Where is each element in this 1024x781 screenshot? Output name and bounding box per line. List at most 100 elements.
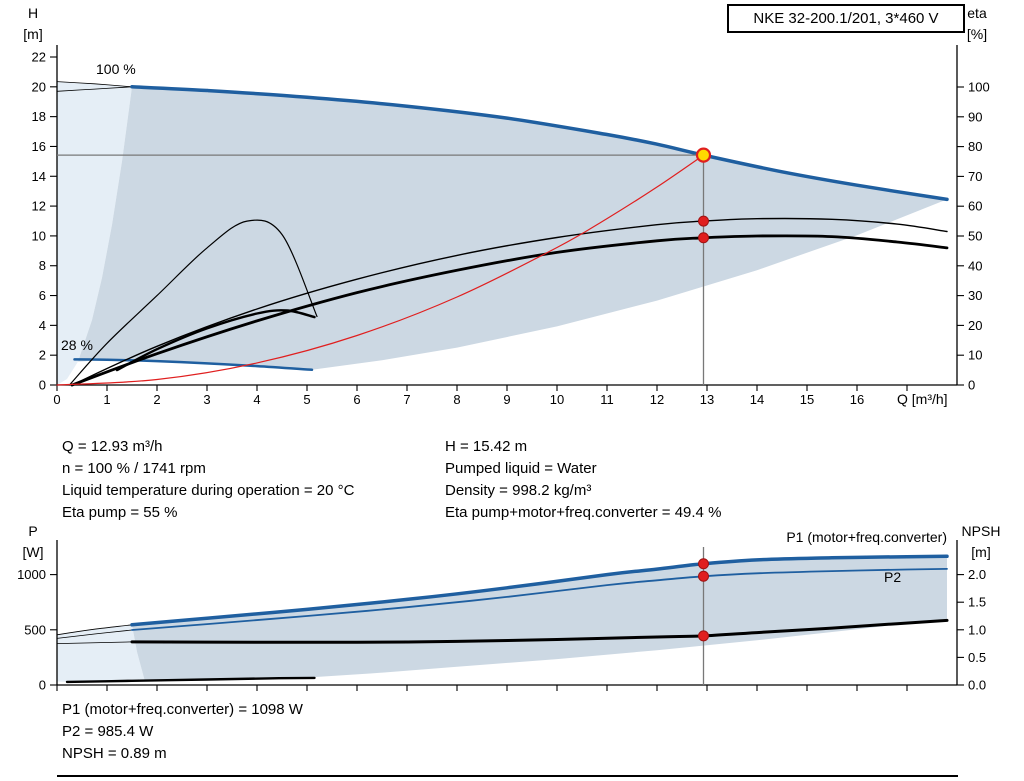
operating-point-dot <box>698 570 709 582</box>
y-right-tick-label: 30 <box>968 288 982 303</box>
y-left-axis-title: [W] <box>23 544 44 560</box>
p-min-speed-curve <box>65 676 316 684</box>
y-left-tick-label: 8 <box>39 258 46 273</box>
x-tick-label: 3 <box>203 392 210 407</box>
temperature-readout: Liquid temperature during operation = 20… <box>62 482 355 499</box>
p1-curve <box>130 554 949 627</box>
label-p2: P2 <box>884 569 901 585</box>
x-tick-label: 15 <box>800 392 814 407</box>
head-flow-chart: 0 1 2 3 4 5 6 7 8 9 10 11 12 13 14 15 160246810121416182… <box>23 5 990 407</box>
npsh-curve <box>130 618 949 644</box>
y-left-tick-label: 0 <box>39 378 46 393</box>
y-right-axis-title: eta <box>967 5 987 21</box>
eta-pump-reduced-speed <box>68 219 318 386</box>
tolerance-line-lower <box>56 86 133 92</box>
system-curve <box>56 154 705 386</box>
y-left-tick-label: 22 <box>32 50 46 65</box>
y-right-tick-label: 10 <box>968 348 982 363</box>
y-right-tick-label: 0 <box>968 378 975 393</box>
y-right-tick-label: 70 <box>968 169 982 184</box>
power-data-block: P1 (motor+freq.converter) = 1098 W P2 = … <box>62 699 303 765</box>
speed-readout: n = 100 % / 1741 rpm <box>62 460 206 477</box>
pump-model-title-box: NKE 32-200.1/201, 3*460 V <box>727 4 965 33</box>
p2-lead-line <box>56 629 133 639</box>
x-tick-label: 16 <box>850 392 864 407</box>
y-right-tick-label: 80 <box>968 139 982 154</box>
y-left-tick-label: 6 <box>39 288 46 303</box>
y-right-axis-title: [%] <box>967 26 987 42</box>
y-left-tick-label: 20 <box>32 79 46 94</box>
y-right-axis-title: [m] <box>971 544 990 560</box>
eta-total-curve <box>70 234 949 387</box>
pump-curve-100pct <box>130 85 949 202</box>
x-tick-label: 12 <box>650 392 664 407</box>
liquid-readout: Pumped liquid = Water <box>445 460 597 477</box>
x-axis-title: Q [m³/h] <box>897 391 948 407</box>
head-readout: H = 15.42 m <box>445 438 528 455</box>
p2-readout: P2 = 985.4 W <box>62 723 154 740</box>
power-npsh-chart: 0 500 1000 0.0 0.5 1.0 1.5 2.0 P [W] NPSH [m] P1 (mo… <box>17 523 1001 693</box>
label-p1: P1 (motor+freq.converter) <box>786 529 947 545</box>
y-left-tick-label: 14 <box>32 169 46 184</box>
y-right-tick-label: 1.5 <box>968 595 986 610</box>
operating-point-dot <box>698 232 709 244</box>
x-tick-label: 0 <box>53 392 60 407</box>
y-right-tick-label: 90 <box>968 109 982 124</box>
x-tick-label: 4 <box>253 392 260 407</box>
npsh-lead-line <box>56 641 133 644</box>
power-envelope <box>132 556 947 680</box>
operating-point-dot <box>698 630 709 642</box>
operating-data-left: Q = 12.93 m³/h n = 100 % / 1741 rpm Liqu… <box>62 436 354 524</box>
y-left-axis-title: [m] <box>23 26 42 42</box>
eta-pump-readout: Eta pump = 55 % <box>62 504 178 521</box>
npsh-readout: NPSH = 0.89 m <box>62 745 167 762</box>
y-left-tick-label: 500 <box>24 622 46 637</box>
y-left-axis-title: P <box>28 523 37 539</box>
eta-total-readout: Eta pump+motor+freq.converter = 49.4 % <box>445 504 722 521</box>
label-100pct: 100 % <box>96 61 136 77</box>
y-left-tick-label: 0 <box>39 678 46 693</box>
y-left-tick-label: 2 <box>39 348 46 363</box>
pump-curve-28pct <box>73 358 314 372</box>
bottom-divider <box>57 775 958 777</box>
y-left-tick-label: 12 <box>32 199 46 214</box>
label-28pct: 28 % <box>61 337 93 353</box>
y-left-tick-label: 18 <box>32 109 46 124</box>
x-tick-label: 5 <box>303 392 310 407</box>
tolerance-line-upper <box>56 81 133 88</box>
y-right-tick-label: 1.0 <box>968 622 986 637</box>
y-left-tick-label: 16 <box>32 139 46 154</box>
x-tick-label: 1 <box>103 392 110 407</box>
operating-data-right: H = 15.42 m Pumped liquid = Water Densit… <box>445 436 721 524</box>
speed-envelope <box>78 86 947 370</box>
pump-model-title: NKE 32-200.1/201, 3*460 V <box>753 10 939 27</box>
y-right-tick-label: 100 <box>968 80 990 95</box>
y-right-tick-label: 20 <box>968 318 982 333</box>
x-tick-label: 9 <box>503 392 510 407</box>
x-tick-label: 7 <box>403 392 410 407</box>
operating-point-dot <box>698 215 709 227</box>
flow-readout: Q = 12.93 m³/h <box>62 438 163 455</box>
y-left-tick-label: 1000 <box>17 567 46 582</box>
y-right-tick-label: 0.0 <box>968 678 986 693</box>
y-right-tick-label: 0.5 <box>968 650 986 665</box>
y-right-tick-label: 60 <box>968 199 982 214</box>
power-envelope-pale <box>57 624 145 682</box>
eta-pump-curve <box>71 217 948 386</box>
y-left-tick-label: 10 <box>32 228 46 243</box>
p1-readout: P1 (motor+freq.converter) = 1098 W <box>62 701 303 718</box>
x-tick-label: 2 <box>153 392 160 407</box>
y-right-tick-label: 2.0 <box>968 567 986 582</box>
y-right-tick-label: 50 <box>968 229 982 244</box>
operating-point-dot <box>698 558 709 570</box>
x-tick-label: 11 <box>600 392 614 407</box>
p2-curve <box>131 568 948 631</box>
density-readout: Density = 998.2 kg/m³ <box>445 482 592 499</box>
y-left-axis-title: H <box>28 5 38 21</box>
duty-point-marker <box>695 147 712 163</box>
y-left-tick-label: 4 <box>39 318 46 333</box>
y-right-axis-title: NPSH <box>962 523 1001 539</box>
x-tick-label: 8 <box>453 392 460 407</box>
p1-lead-line <box>56 624 133 636</box>
speed-envelope-pale <box>57 81 132 385</box>
